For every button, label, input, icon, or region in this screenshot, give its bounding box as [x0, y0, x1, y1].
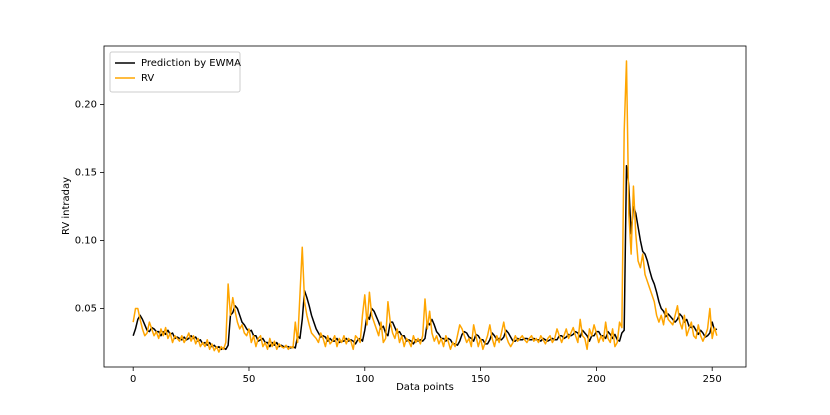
series-line: [132, 164, 718, 351]
legend-box: [109, 51, 241, 93]
x-tick-label: 0: [130, 374, 136, 385]
y-tick-label: 0.10: [75, 236, 97, 247]
legend-label: Prediction by EWMA: [141, 58, 241, 69]
y-axis-label: RV intraday: [61, 177, 72, 235]
x-tick-label: 250: [703, 374, 722, 385]
x-axis-label: Data points: [396, 382, 454, 393]
x-tick-label: 150: [471, 374, 490, 385]
x-tick-label: 100: [355, 374, 374, 385]
y-tick-label: 0.15: [75, 167, 97, 178]
legend-label: RV: [141, 73, 154, 84]
series-line: [132, 60, 718, 353]
plot-frame: [103, 45, 747, 368]
x-tick-label: 200: [587, 374, 606, 385]
y-tick-label: 0.05: [75, 304, 97, 315]
y-tick-label: 0.20: [75, 99, 97, 110]
x-tick-label: 50: [243, 374, 256, 385]
